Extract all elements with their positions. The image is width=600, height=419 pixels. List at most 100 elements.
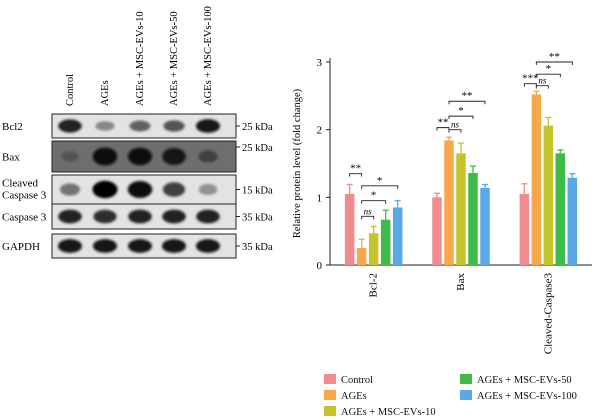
size-marker: 25 kDa <box>242 143 273 154</box>
blot-band <box>92 147 118 166</box>
lane-label: AGEs + MSC-EVs-100 <box>203 6 214 106</box>
bar <box>392 207 403 265</box>
size-marker: 35 kDa <box>242 213 273 224</box>
blot-band <box>195 119 221 133</box>
y-tick-label: 1 <box>317 192 323 204</box>
lane-label: AGEs + MSC-EVs-50 <box>169 11 180 106</box>
blot-band <box>127 181 153 198</box>
significance-label: * <box>546 63 552 75</box>
legend-label-evs100: AGEs + MSC-EVs-100 <box>477 391 577 402</box>
legend-item-control: Control <box>324 374 373 387</box>
legend-item-evs100: AGEs + MSC-EVs-100 <box>460 390 577 403</box>
blot-band <box>198 184 218 195</box>
blot-band <box>196 209 220 224</box>
lane-label: AGEs <box>100 80 111 106</box>
legend-label-ages: AGEs <box>341 391 367 402</box>
bar <box>468 172 478 265</box>
significance-label: ** <box>549 51 560 63</box>
bar <box>531 94 542 265</box>
blot-band <box>127 147 153 166</box>
y-axis-label: Relative protein level (fold change) <box>292 88 303 238</box>
legend-label-evs50: AGEs + MSC-EVs-50 <box>477 375 572 386</box>
bar <box>519 193 530 265</box>
significance-bracket <box>535 85 549 89</box>
x-tick-label: Bax <box>455 273 467 291</box>
significance-label: ns <box>451 120 460 130</box>
blot-band <box>198 150 218 163</box>
significance-label: ** <box>462 90 473 102</box>
significance-bracket <box>448 129 462 133</box>
bar <box>543 125 554 266</box>
y-tick-label: 2 <box>317 125 323 137</box>
blot-row-label: Bax <box>2 152 20 164</box>
blot-row-label: Caspase 3 <box>2 212 47 224</box>
significance-bracket <box>361 185 399 189</box>
legend-item-ages: AGEs <box>324 390 367 403</box>
bar <box>432 197 442 265</box>
significance-label: ** <box>350 163 361 175</box>
blot-band <box>129 120 151 132</box>
blot-band <box>163 120 185 132</box>
significance-label: *** <box>522 73 539 85</box>
blot-band <box>127 239 153 253</box>
significance-bracket <box>523 83 537 87</box>
blot-band <box>161 239 187 253</box>
bar <box>444 140 454 265</box>
legend-item-evs10: AGEs + MSC-EVs-10 <box>324 406 436 419</box>
significance-bracket <box>448 115 474 120</box>
blot-row-label: Cleaved <box>2 178 39 190</box>
lane-label: Control <box>65 74 76 106</box>
western-blot-panel: Control AGEs AGEs + MSC-EVs-10 AGEs + MSC-E… <box>2 6 273 259</box>
significance-label: * <box>371 190 377 202</box>
blot-band <box>58 209 82 224</box>
legend-label-control: Control <box>341 375 374 386</box>
significance-bracket <box>349 173 363 177</box>
blot-band <box>162 147 186 166</box>
y-tick-label: 3 <box>317 57 323 69</box>
legend-swatch-evs10 <box>324 406 336 416</box>
blot-band <box>92 180 118 199</box>
significance-label: * <box>458 105 464 117</box>
blot-band <box>95 121 115 131</box>
blot-band <box>195 239 221 253</box>
blot-band <box>61 151 79 162</box>
size-marker: 35 kDa <box>242 242 273 253</box>
bar <box>555 153 566 265</box>
legend-swatch-evs100 <box>460 390 472 400</box>
y-tick-label: 0 <box>317 260 323 272</box>
bar <box>368 233 379 265</box>
blot-band <box>57 239 83 253</box>
bar <box>380 219 391 265</box>
legend-item-evs50: AGEs + MSC-EVs-50 <box>460 374 572 387</box>
significance-label: ** <box>438 117 449 129</box>
significance-label: ns <box>364 206 373 216</box>
blot-band <box>58 119 82 133</box>
bar <box>456 153 466 265</box>
lane-label: AGEs + MSC-EVs-10 <box>135 11 146 106</box>
size-marker: 15 kDa <box>242 186 273 197</box>
blot-band <box>128 209 152 224</box>
bar-chart: 0 1 2 3 Relative protein level (fold change)… <box>292 51 592 355</box>
significance-bracket <box>436 127 450 131</box>
blot-band <box>59 183 81 196</box>
significance-bracket <box>535 61 573 65</box>
legend-swatch-ages <box>324 390 336 400</box>
significance-bracket <box>448 100 486 105</box>
significance-bracket <box>361 200 387 204</box>
size-marker: 25 kDa <box>242 122 273 133</box>
x-tick-label: Cleaved-Caspase3 <box>542 273 554 355</box>
blot-band <box>162 182 186 197</box>
bar <box>344 193 355 265</box>
x-tick-label: Bcl-2 <box>368 273 380 297</box>
bar <box>480 187 490 265</box>
blot-row-label: GAPDH <box>2 241 40 253</box>
blot-row-label: Caspase 3 <box>2 190 47 202</box>
significance-label: * <box>377 175 383 187</box>
significance-bracket <box>535 73 561 78</box>
blot-band <box>162 209 186 224</box>
legend-swatch-evs50 <box>460 374 472 384</box>
blot-row-label: Bcl2 <box>2 121 23 133</box>
significance-label: ns <box>538 76 547 86</box>
bar <box>567 177 578 265</box>
blot-band <box>92 239 118 253</box>
